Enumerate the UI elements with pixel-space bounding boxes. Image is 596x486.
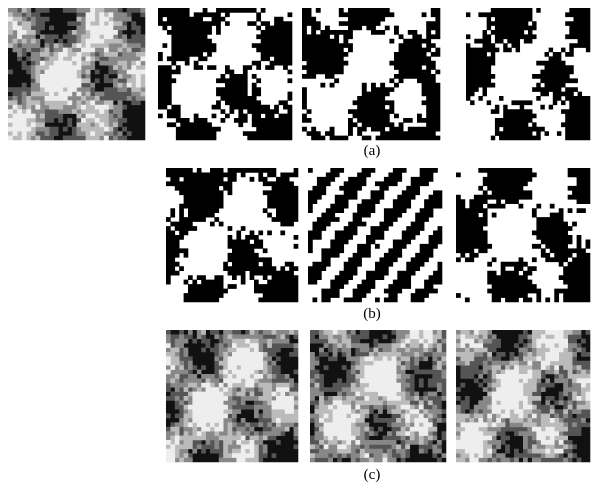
- image-pixels: [466, 8, 590, 140]
- image-pixels: [308, 168, 442, 302]
- subfigure-label: (c): [342, 467, 402, 484]
- image-pixels: [158, 8, 292, 140]
- subfigure-label: (b): [342, 306, 402, 323]
- subfigure-label: (a): [342, 143, 402, 160]
- figure-images: [0, 0, 596, 486]
- figure: (a) (b) (c): [0, 0, 596, 486]
- image-pixels: [302, 8, 440, 140]
- image-pixels: [456, 168, 590, 302]
- image-pixels: [166, 168, 298, 302]
